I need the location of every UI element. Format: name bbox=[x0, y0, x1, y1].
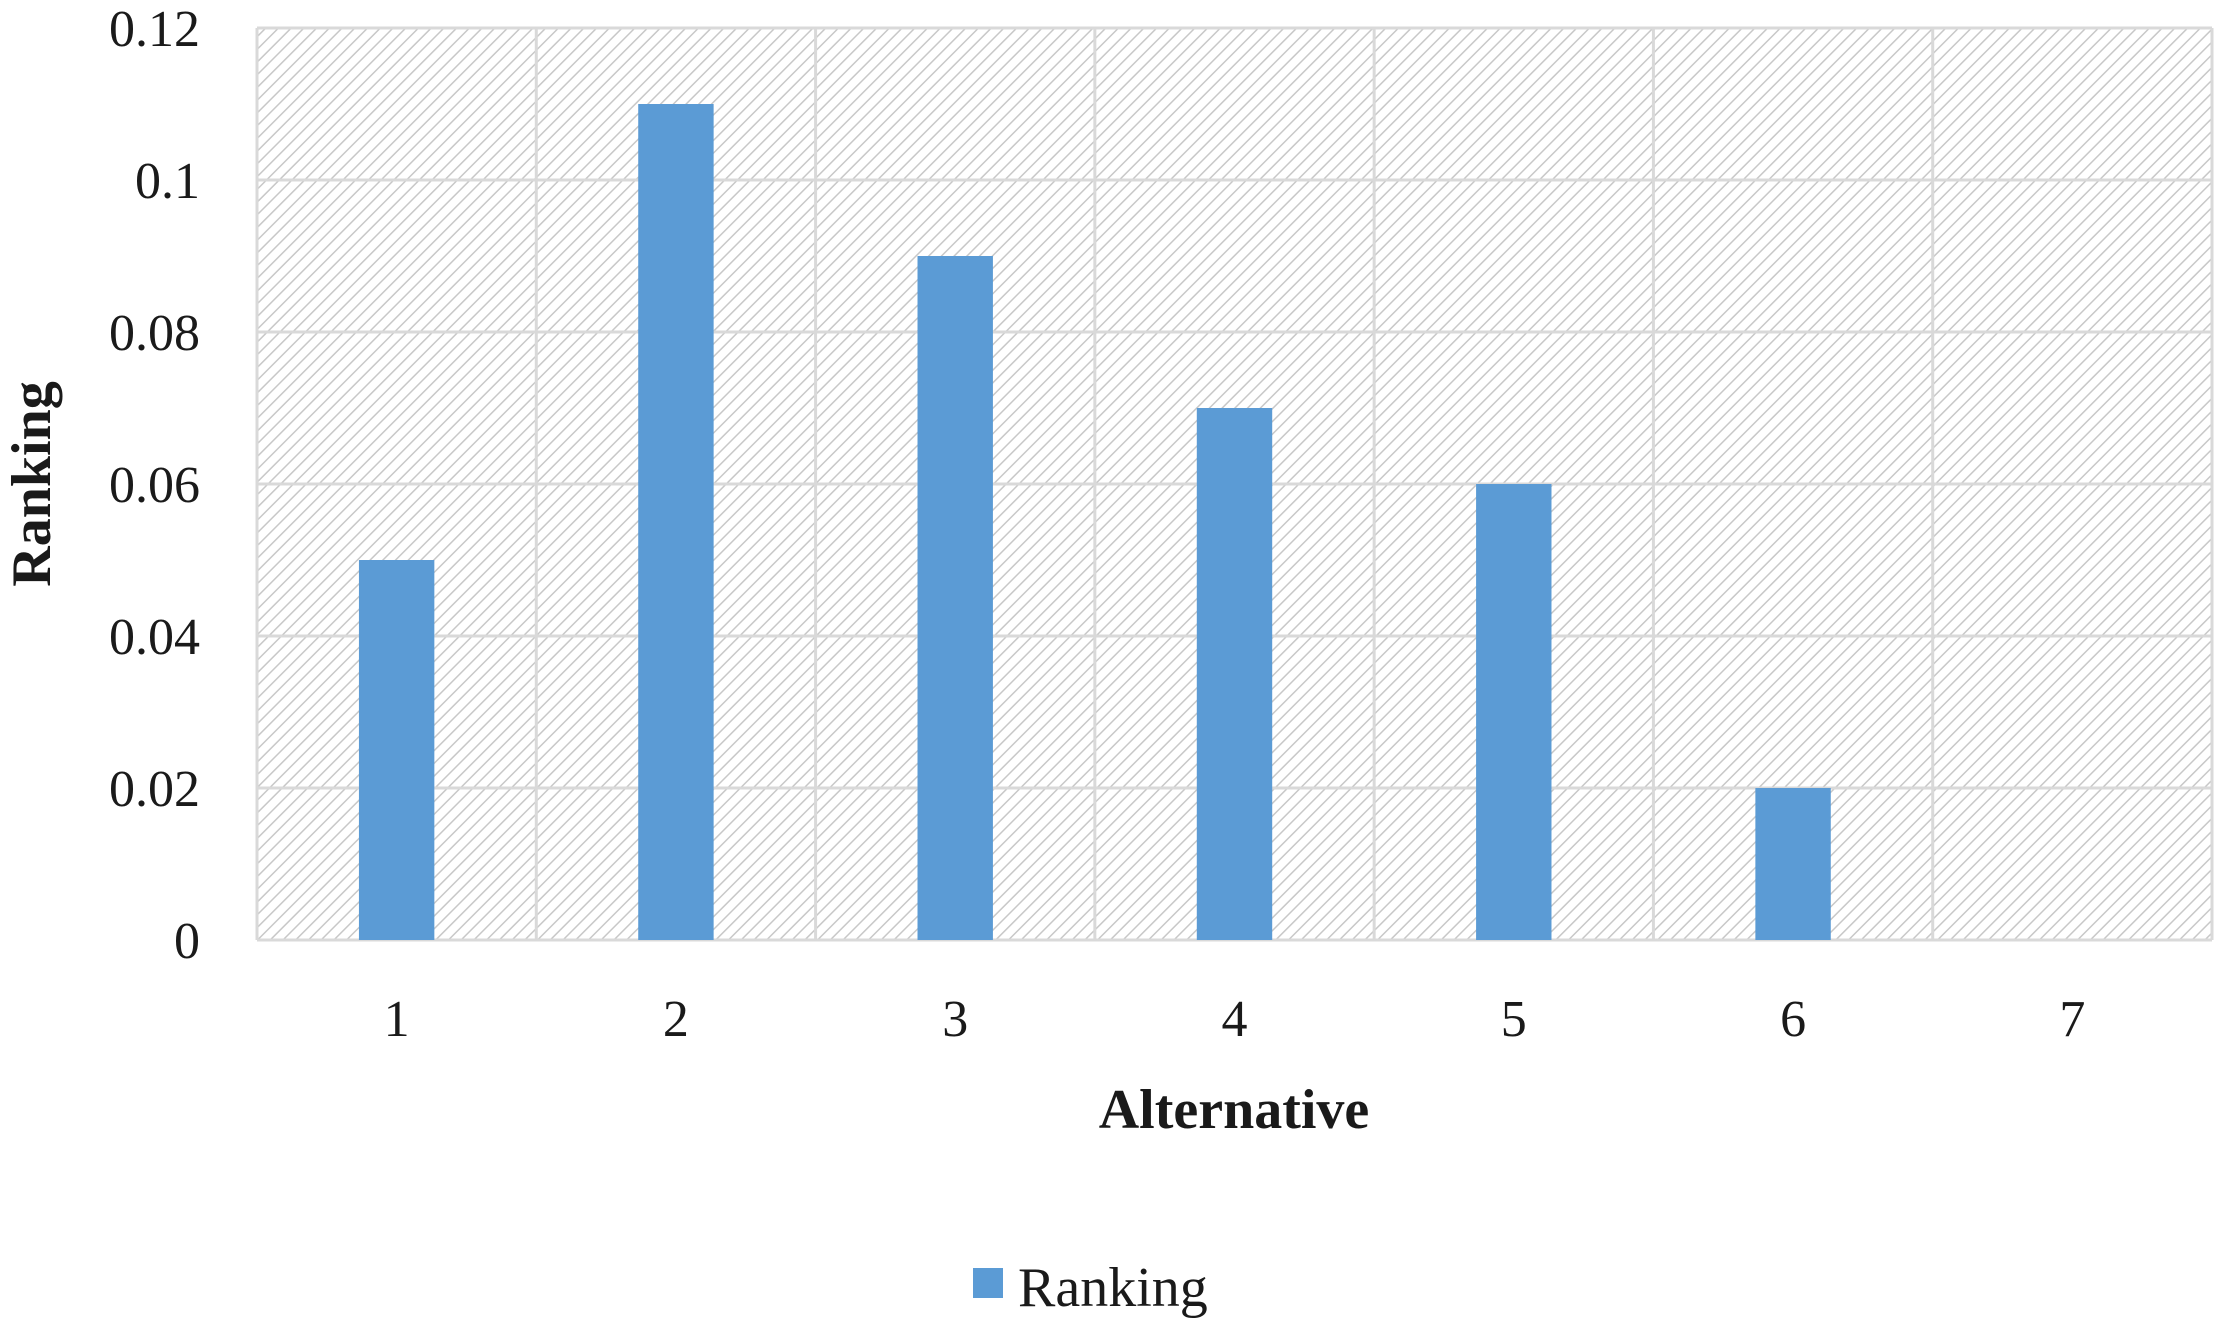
x-tick-label: 1 bbox=[384, 991, 410, 1048]
y-axis-title: Ranking bbox=[1, 381, 63, 586]
x-tick-label: 5 bbox=[1501, 991, 1527, 1048]
legend: Ranking bbox=[973, 1257, 1208, 1319]
bar-5 bbox=[1476, 484, 1552, 940]
bar-6 bbox=[1755, 788, 1831, 940]
bars bbox=[358, 104, 1831, 940]
bar-4 bbox=[1196, 408, 1273, 940]
y-tick-label: 0.1 bbox=[135, 153, 200, 210]
x-tick-label: 7 bbox=[2059, 991, 2085, 1048]
bar-3 bbox=[917, 256, 993, 940]
y-tick-label: 0.06 bbox=[109, 457, 200, 514]
y-tick-label: 0 bbox=[174, 913, 200, 970]
bar-1 bbox=[358, 560, 435, 940]
x-tick-label: 2 bbox=[663, 991, 689, 1048]
legend-label-ranking: Ranking bbox=[1018, 1257, 1208, 1319]
y-axis-ticks: 0 0.02 0.04 0.06 0.08 0.1 0.12 bbox=[109, 1, 200, 970]
y-tick-label: 0.02 bbox=[109, 761, 200, 818]
legend-swatch-ranking bbox=[973, 1268, 1003, 1298]
y-tick-label: 0.08 bbox=[109, 305, 200, 362]
y-tick-label: 0.04 bbox=[109, 609, 200, 666]
bar-2 bbox=[638, 104, 714, 940]
x-tick-label: 4 bbox=[1222, 991, 1248, 1048]
y-tick-label: 0.12 bbox=[109, 1, 200, 58]
x-tick-label: 6 bbox=[1780, 991, 1806, 1048]
x-axis-title: Alternative bbox=[1099, 1079, 1370, 1141]
x-tick-label: 3 bbox=[942, 991, 968, 1048]
x-axis-ticks: 1 2 3 4 5 6 7 bbox=[384, 991, 2086, 1048]
